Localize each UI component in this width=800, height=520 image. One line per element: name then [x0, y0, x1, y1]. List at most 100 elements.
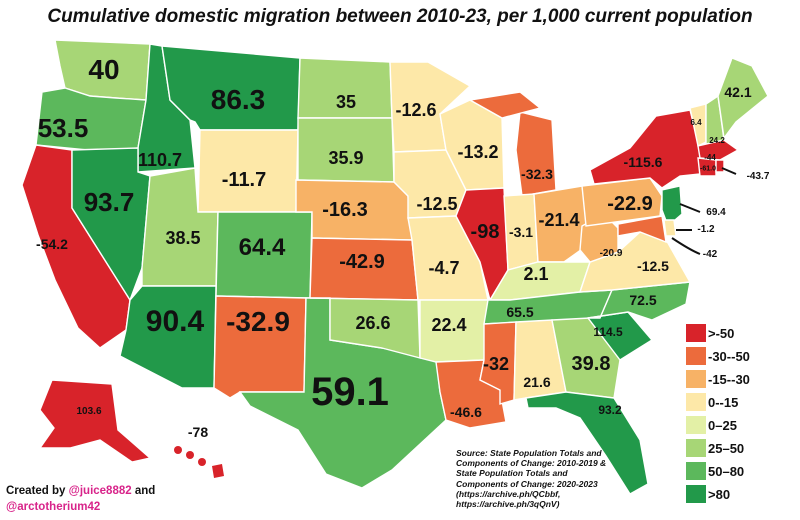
credit-author-2[interactable]: @arctotherium42	[6, 500, 101, 513]
legend: >-50 -30--50 -15--30 0--15 0–25 25–50 50…	[686, 322, 750, 506]
state-ct	[697, 157, 717, 177]
label-ma: -44	[704, 153, 716, 162]
state-nj	[661, 185, 683, 228]
label-wv: -20.9	[599, 248, 623, 259]
label-nh: 24.2	[709, 136, 725, 145]
label-az: 90.4	[145, 305, 205, 338]
map-title: Cumulative domestic migration between 20…	[47, 6, 753, 27]
legend-item: 50–80	[686, 460, 750, 482]
state-ak	[38, 379, 152, 463]
label-ia: -12.5	[416, 194, 458, 214]
legend-swatch	[686, 393, 706, 411]
label-tn: 65.5	[506, 304, 534, 320]
state-de	[663, 219, 677, 237]
label-in: -3.1	[508, 224, 534, 240]
label-ny: -115.6	[623, 154, 663, 170]
label-ar: 22.4	[431, 315, 467, 335]
label-mi: -32.3	[521, 166, 553, 182]
legend-swatch	[686, 485, 706, 503]
callout-arrows	[671, 167, 737, 255]
label-pa: -22.9	[607, 193, 653, 215]
label-mt: 86.3	[210, 84, 266, 115]
label-md: -42	[702, 249, 718, 260]
label-ca: -54.2	[36, 236, 68, 252]
label-co: 64.4	[238, 234, 286, 261]
legend-item: >80	[686, 483, 750, 505]
credit-mid: and	[131, 485, 156, 497]
label-wi: -13.2	[457, 142, 499, 162]
legend-label: 25–50	[708, 440, 745, 456]
label-va: -12.5	[637, 258, 669, 274]
label-al: 21.6	[523, 374, 551, 390]
state-va	[579, 231, 692, 293]
label-mn: -12.6	[395, 100, 437, 120]
label-hi: -78	[187, 424, 209, 440]
state-hi-4	[212, 464, 224, 478]
credit-author-1[interactable]: @juice8882	[68, 485, 132, 497]
state-hi-1	[174, 446, 182, 454]
arrow-ri	[721, 167, 737, 175]
label-vt: 6.4	[690, 118, 702, 127]
state-ri	[715, 159, 725, 173]
legend-label: -30--50	[708, 348, 750, 364]
label-il: -98	[470, 221, 500, 243]
label-ok: 26.6	[355, 313, 391, 333]
label-ne: -16.3	[322, 199, 368, 221]
state-hi-3	[198, 458, 206, 466]
label-oh: -21.4	[538, 210, 580, 230]
label-ga: 39.8	[571, 353, 611, 375]
state-hi-2	[186, 451, 194, 459]
label-ct: -61.0	[700, 165, 716, 173]
label-ks: -42.9	[339, 251, 385, 273]
label-nv: 93.7	[83, 187, 135, 217]
legend-swatch	[686, 416, 706, 434]
legend-item: 25–50	[686, 437, 750, 459]
legend-label: 0–25	[708, 417, 737, 433]
legend-swatch	[686, 324, 706, 342]
state-ny	[589, 109, 701, 189]
label-nd: 35	[335, 92, 357, 112]
legend-swatch	[686, 462, 706, 480]
legend-label: 0--15	[708, 394, 739, 410]
legend-item: -15--30	[686, 368, 750, 390]
label-ky: 2.1	[523, 264, 549, 284]
legend-swatch	[686, 370, 706, 388]
state-me	[717, 57, 769, 140]
label-ak: 103.6	[76, 406, 102, 417]
label-ri: -43.7	[746, 171, 770, 182]
label-or: 53.5	[37, 113, 89, 143]
label-tx: 59.1	[311, 370, 389, 414]
label-nc: 72.5	[629, 292, 657, 308]
source-note: Source: State Population Totals and Comp…	[456, 448, 607, 509]
legend-swatch	[686, 347, 706, 365]
credit-prefix: Created by	[6, 485, 69, 497]
label-wa: 40	[88, 54, 120, 85]
label-wy: -11.7	[221, 169, 267, 191]
arrow-md	[671, 237, 701, 255]
label-fl: 93.2	[598, 403, 622, 417]
legend-item: 0–25	[686, 414, 750, 436]
label-la: -46.6	[450, 404, 482, 420]
legend-label: -15--30	[708, 371, 750, 387]
legend-item: -30--50	[686, 345, 750, 367]
label-de: -1.2	[697, 224, 715, 235]
legend-label: >80	[708, 486, 731, 502]
label-me: 42.1	[724, 84, 752, 100]
state-fl	[525, 391, 649, 495]
label-nj: 69.4	[706, 207, 726, 218]
legend-item: >-50	[686, 322, 750, 344]
label-sd: 35.9	[328, 148, 364, 168]
arrow-nj	[679, 203, 701, 213]
legend-label: >-50	[708, 325, 735, 341]
label-mo: -4.7	[428, 258, 460, 278]
legend-label: 50–80	[708, 463, 745, 479]
state-ma	[697, 139, 740, 161]
label-nm: -32.9	[226, 306, 290, 337]
label-sc: 114.5	[593, 325, 623, 339]
legend-item: 0--15	[686, 391, 750, 413]
state-oh	[533, 185, 593, 263]
state-md	[617, 215, 667, 244]
label-ut: 38.5	[165, 228, 201, 248]
label-id: 110.7	[137, 150, 183, 170]
